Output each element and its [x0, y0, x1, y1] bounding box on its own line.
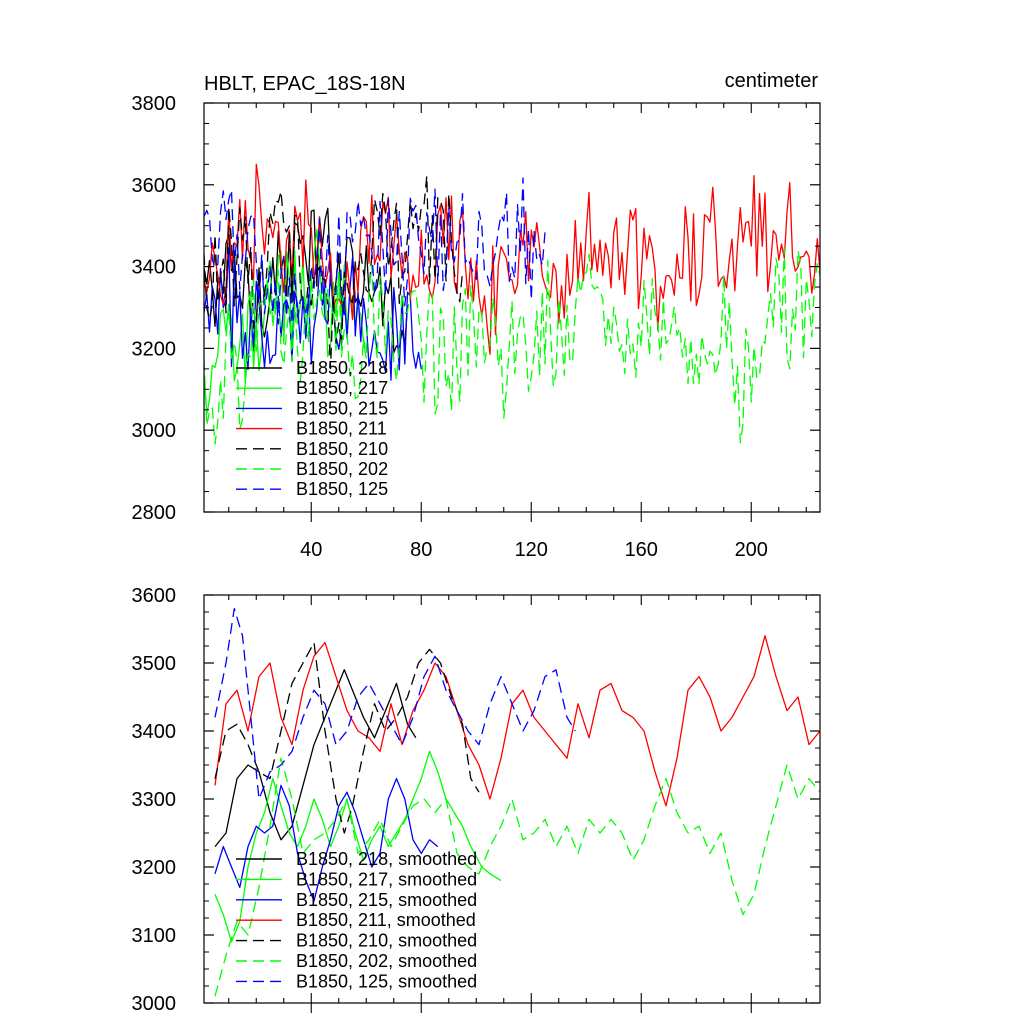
- legend-label: B1850, 215, smoothed: [296, 890, 477, 910]
- x-tick-label: 80: [410, 539, 432, 561]
- legend-label: B1850, 218, smoothed: [296, 849, 477, 869]
- y-tick-label: 3300: [132, 789, 177, 811]
- series-line: [214, 635, 820, 807]
- y-tick-label: 3000: [132, 420, 177, 442]
- y-tick-label: 3800: [132, 93, 177, 115]
- y-tick-label: 3400: [132, 721, 177, 743]
- series-line: [214, 669, 417, 848]
- series-line: [204, 207, 409, 354]
- series-line: [214, 750, 502, 943]
- y-tick-label: 2800: [132, 502, 177, 524]
- x-tick-label: 160: [625, 539, 658, 561]
- legend-label: B1850, 215: [296, 398, 388, 418]
- x-tick-label: 120: [515, 539, 548, 561]
- series-line: [214, 757, 820, 997]
- series-line: [204, 163, 820, 355]
- legend-label: B1850, 125: [296, 479, 388, 499]
- legend-label: B1850, 211, smoothed: [296, 910, 476, 930]
- legend-label: B1850, 218: [296, 358, 388, 378]
- series-line: [214, 607, 576, 800]
- bottom-panel: 3000 3100 3200 3300 3400 3500 3600 B1850, 218, …: [132, 585, 821, 1015]
- series-line: [204, 175, 464, 370]
- top-panel: HBLT, EPAC_18S-18N centimeter 2800 3000 32…: [132, 70, 821, 561]
- legend-label: B1850, 210, smoothed: [296, 931, 477, 951]
- legend-label: B1850, 217, smoothed: [296, 869, 477, 889]
- legend-label: B1850, 210: [296, 439, 388, 459]
- series-line: [204, 177, 546, 325]
- x-tick-label: 40: [300, 539, 322, 561]
- y-tick-label: 3000: [132, 993, 177, 1015]
- legend-label: B1850, 211: [296, 419, 387, 439]
- units-label: centimeter: [725, 70, 819, 92]
- y-tick-label: 3600: [132, 175, 177, 197]
- plot-area: [204, 163, 820, 445]
- series-line: [204, 247, 820, 445]
- series-line: [214, 641, 480, 834]
- series-line: [214, 777, 439, 902]
- y-tick-label: 3100: [132, 925, 177, 947]
- legend-label: B1850, 202: [296, 459, 388, 479]
- y-tick-label: 3500: [132, 653, 177, 675]
- series-line: [204, 247, 422, 381]
- y-tick-label: 3200: [132, 857, 177, 879]
- plot-area: [214, 607, 820, 997]
- y-tick-label: 3400: [132, 257, 177, 279]
- y-tick-label: 3600: [132, 585, 177, 607]
- y-tick-label: 3200: [132, 338, 177, 360]
- chart-title: HBLT, EPAC_18S-18N: [204, 73, 406, 95]
- legend-label: B1850, 202, smoothed: [296, 951, 477, 971]
- x-tick-label: 200: [735, 539, 768, 561]
- legend-label: B1850, 125, smoothed: [296, 971, 477, 991]
- legend-label: B1850, 217: [296, 378, 388, 398]
